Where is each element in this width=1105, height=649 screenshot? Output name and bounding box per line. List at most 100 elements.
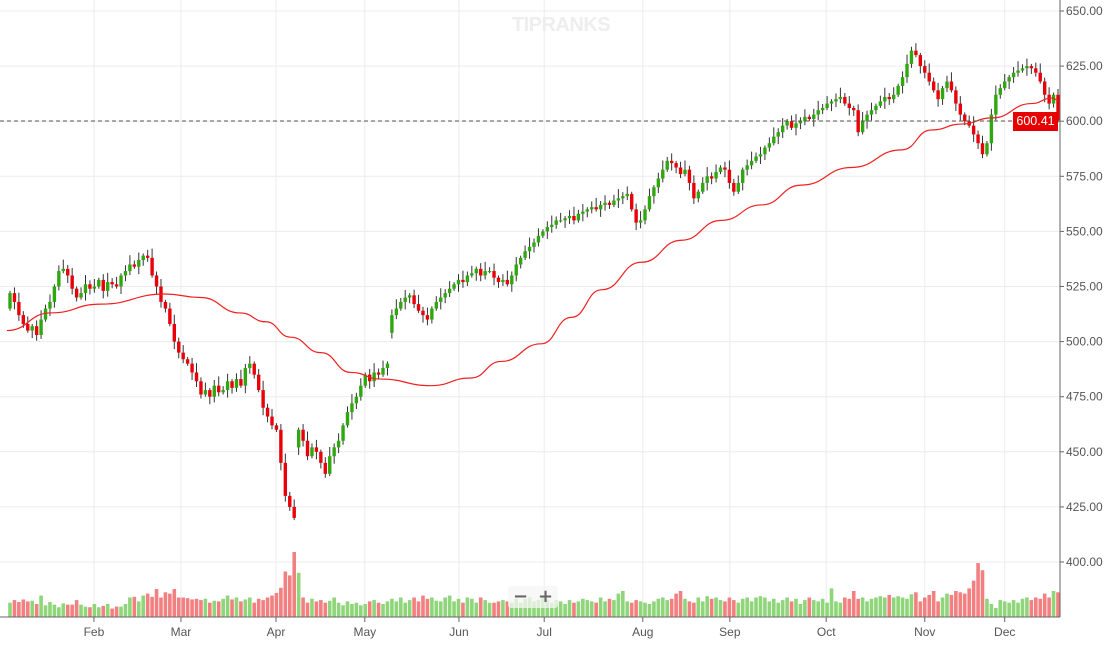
volume-bar bbox=[638, 601, 643, 617]
volume-bar bbox=[989, 604, 994, 617]
candle-up bbox=[705, 176, 709, 183]
candle-down bbox=[376, 372, 381, 375]
volume-bar bbox=[727, 597, 732, 617]
candle-up bbox=[225, 381, 230, 391]
volume-bar bbox=[563, 604, 567, 617]
y-tick-label: 500.00 bbox=[1066, 335, 1103, 349]
candle-up bbox=[718, 167, 723, 172]
candle-up bbox=[452, 284, 456, 289]
volume-bar bbox=[856, 598, 860, 617]
volume-bar bbox=[807, 597, 812, 617]
volume-bar bbox=[634, 600, 638, 617]
candle-up bbox=[141, 255, 145, 261]
candle-down bbox=[931, 81, 936, 91]
candle-up bbox=[447, 288, 452, 294]
volume-bar bbox=[216, 601, 221, 617]
volume-bar bbox=[234, 597, 239, 617]
y-tick-label: 475.00 bbox=[1066, 390, 1103, 404]
candle-up bbox=[403, 297, 407, 302]
volume-bar bbox=[394, 601, 399, 617]
volume-bar bbox=[52, 604, 57, 617]
volume-bar bbox=[749, 601, 754, 617]
zoom-controls: − + bbox=[508, 586, 558, 608]
candle-up bbox=[838, 96, 843, 100]
candle-down bbox=[1047, 94, 1051, 104]
volume-bar bbox=[869, 598, 874, 617]
volume-bar bbox=[718, 600, 723, 617]
candle-up bbox=[1025, 66, 1029, 69]
volume-bar bbox=[323, 602, 328, 617]
candle-down bbox=[954, 90, 958, 104]
volume-bar bbox=[390, 598, 394, 617]
volume-bar bbox=[172, 589, 177, 617]
candle-up bbox=[816, 110, 820, 115]
volume-bar bbox=[505, 601, 510, 617]
volume-bar bbox=[150, 596, 154, 617]
candle-up bbox=[430, 308, 434, 320]
volume-bar bbox=[776, 602, 781, 617]
candle-down bbox=[217, 385, 221, 393]
candle-down bbox=[856, 110, 860, 133]
candle-down bbox=[936, 90, 940, 100]
candle-down bbox=[367, 374, 372, 382]
candle-up bbox=[394, 308, 399, 316]
volume-bar bbox=[239, 601, 243, 617]
candle-down bbox=[807, 116, 812, 119]
candle-down bbox=[34, 326, 39, 335]
candle-up bbox=[940, 88, 945, 100]
candle-up bbox=[550, 224, 554, 227]
volume-bar bbox=[656, 598, 661, 617]
x-tick-label: Nov bbox=[914, 625, 935, 639]
volume-bar bbox=[843, 597, 847, 617]
candle-up bbox=[545, 226, 550, 232]
zoom-out-button[interactable]: − bbox=[512, 586, 529, 607]
candle-down bbox=[461, 279, 465, 283]
volume-bar bbox=[874, 597, 878, 617]
candle-up bbox=[248, 363, 252, 369]
candle-up bbox=[665, 160, 669, 170]
volume-bar bbox=[487, 602, 492, 617]
volume-bar bbox=[567, 600, 572, 617]
candle-up bbox=[43, 308, 48, 320]
volume-bar bbox=[674, 593, 678, 617]
volume-bar bbox=[110, 608, 114, 617]
candle-down bbox=[17, 301, 21, 316]
volume-bar bbox=[900, 597, 905, 617]
zoom-in-button[interactable]: + bbox=[537, 586, 554, 607]
candle-down bbox=[887, 96, 891, 100]
candle-up bbox=[683, 169, 687, 175]
candle-up bbox=[767, 143, 772, 148]
candle-up bbox=[243, 368, 248, 386]
candle-down bbox=[971, 125, 976, 135]
volume-bar bbox=[194, 598, 199, 617]
x-tick-label: Dec bbox=[994, 625, 1015, 639]
candle-down bbox=[723, 167, 727, 170]
volume-bar bbox=[669, 598, 674, 617]
volume-bar bbox=[65, 604, 70, 617]
candle-down bbox=[416, 304, 421, 311]
candle-up bbox=[434, 301, 439, 309]
candle-up bbox=[350, 403, 354, 413]
candle-down bbox=[114, 284, 119, 287]
candle-up bbox=[554, 220, 558, 225]
candle-up bbox=[119, 275, 123, 287]
volume-bar bbox=[896, 596, 900, 617]
volume-bar bbox=[785, 597, 789, 617]
candle-down bbox=[629, 193, 634, 210]
last-price-label: 600.41 bbox=[1013, 112, 1058, 131]
volume-bar bbox=[518, 602, 523, 617]
candle-down bbox=[1029, 66, 1034, 69]
candle-up bbox=[92, 286, 97, 289]
candle-down bbox=[194, 372, 199, 382]
volume-bar bbox=[1056, 592, 1060, 617]
volume-bar bbox=[740, 598, 745, 617]
volume-bar bbox=[860, 597, 865, 617]
candle-up bbox=[345, 412, 350, 426]
candle-up bbox=[905, 63, 909, 78]
volume-bar bbox=[714, 597, 718, 617]
volume-bar bbox=[816, 601, 821, 617]
volume-bar bbox=[536, 600, 541, 617]
volume-bar bbox=[221, 598, 225, 617]
volume-bar bbox=[754, 597, 758, 617]
volume-bar bbox=[376, 602, 381, 617]
